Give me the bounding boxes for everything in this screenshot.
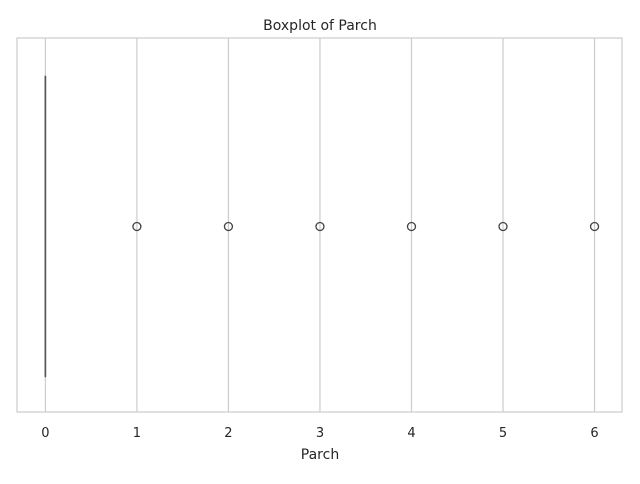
x-tick-label-5: 5 — [499, 426, 507, 441]
tick-layer: 0 1 2 3 4 5 6 — [41, 426, 598, 441]
x-axis-label: Parch — [301, 447, 339, 463]
x-tick-label-2: 2 — [224, 426, 232, 441]
grid-layer — [45, 38, 594, 412]
x-tick-label-0: 0 — [41, 426, 49, 441]
x-tick-label-1: 1 — [133, 426, 141, 441]
x-tick-label-3: 3 — [316, 426, 324, 441]
chart-title: Boxplot of Parch — [263, 18, 377, 34]
x-tick-label-4: 4 — [407, 426, 415, 441]
outlier-layer — [133, 223, 599, 231]
x-tick-label-6: 6 — [590, 426, 598, 441]
